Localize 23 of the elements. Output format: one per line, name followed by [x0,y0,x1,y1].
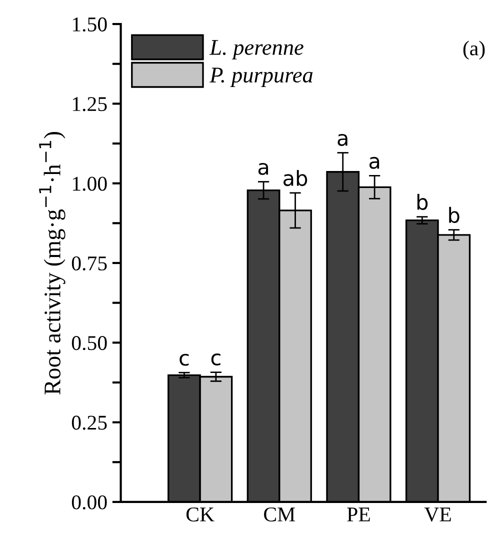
x-tick-label: CK [186,507,214,522]
y-tick-label: 1.50 [72,17,107,32]
annotation: a [258,162,268,175]
y-tick-label: 1.00 [72,176,107,191]
y-tick-label: 0.00 [72,495,107,510]
y-tick-label: 0.25 [72,416,107,430]
y-tick-label: 1.25 [72,97,107,112]
annotation: c [211,354,220,366]
annotation: a [338,134,348,146]
y-axis-title: Root activity (mg·g$^{−1}$·h$^{−1}$) [39,132,66,395]
text: (a) [463,40,485,60]
x-tick-label: CM [264,507,295,522]
annotation: ab [284,170,308,186]
annotation: c [180,354,189,366]
annotation: b [449,206,460,224]
annotation: b [417,194,428,210]
x-tick-label: VE [424,508,451,522]
y-tick-label: 0.50 [72,336,107,350]
legend-label: P. purpurea [210,68,313,88]
legend-label: L. perenne [209,40,304,60]
y-tick-label: 0.75 [72,256,107,271]
x-tick-label: PE [347,508,370,522]
annotation: a [369,156,380,169]
